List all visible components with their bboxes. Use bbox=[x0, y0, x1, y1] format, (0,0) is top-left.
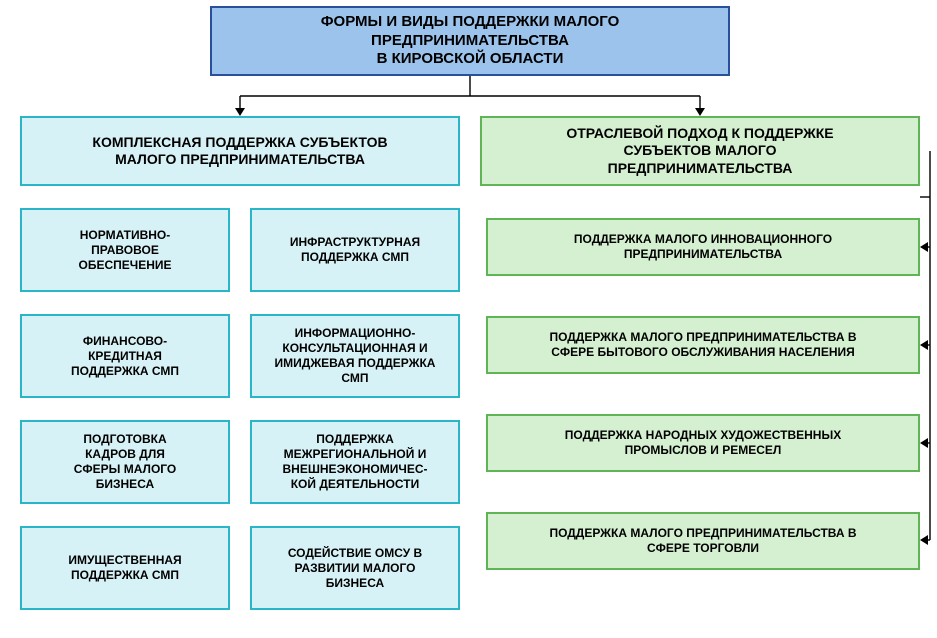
left-box-5: ПОДДЕРЖКАМЕЖРЕГИОНАЛЬНОЙ ИВНЕШНЕЭКОНОМИЧ… bbox=[250, 420, 460, 504]
right-box-0: ПОДДЕРЖКА МАЛОГО ИННОВАЦИОННОГОПРЕДПРИНИ… bbox=[486, 218, 920, 276]
title-box: ФОРМЫ И ВИДЫ ПОДДЕРЖКИ МАЛОГОПРЕДПРИНИМА… bbox=[210, 6, 730, 76]
left-box-3: ИНФОРМАЦИОННО-КОНСУЛЬТАЦИОННАЯ ИИМИДЖЕВА… bbox=[250, 314, 460, 398]
right-box-1: ПОДДЕРЖКА МАЛОГО ПРЕДПРИНИМАТЕЛЬСТВА ВСФ… bbox=[486, 316, 920, 374]
left-box-0: НОРМАТИВНО-ПРАВОВОЕОБЕСПЕЧЕНИЕ bbox=[20, 208, 230, 292]
left-box-2: ФИНАНСОВО-КРЕДИТНАЯПОДДЕРЖКА СМП bbox=[20, 314, 230, 398]
right-header-box: ОТРАСЛЕВОЙ ПОДХОД К ПОДДЕРЖКЕСУБЪЕКТОВ М… bbox=[480, 116, 920, 186]
right-box-2: ПОДДЕРЖКА НАРОДНЫХ ХУДОЖЕСТВЕННЫХПРОМЫСЛ… bbox=[486, 414, 920, 472]
left-box-1: ИНФРАСТРУКТУРНАЯПОДДЕРЖКА СМП bbox=[250, 208, 460, 292]
left-box-4: ПОДГОТОВКАКАДРОВ ДЛЯСФЕРЫ МАЛОГОБИЗНЕСА bbox=[20, 420, 230, 504]
left-box-6: ИМУЩЕСТВЕННАЯПОДДЕРЖКА СМП bbox=[20, 526, 230, 610]
left-box-7: СОДЕЙСТВИЕ ОМСУ ВРАЗВИТИИ МАЛОГОБИЗНЕСА bbox=[250, 526, 460, 610]
right-box-3: ПОДДЕРЖКА МАЛОГО ПРЕДПРИНИМАТЕЛЬСТВА ВСФ… bbox=[486, 512, 920, 570]
left-header-box: КОМПЛЕКСНАЯ ПОДДЕРЖКА СУБЪЕКТОВМАЛОГО ПР… bbox=[20, 116, 460, 186]
